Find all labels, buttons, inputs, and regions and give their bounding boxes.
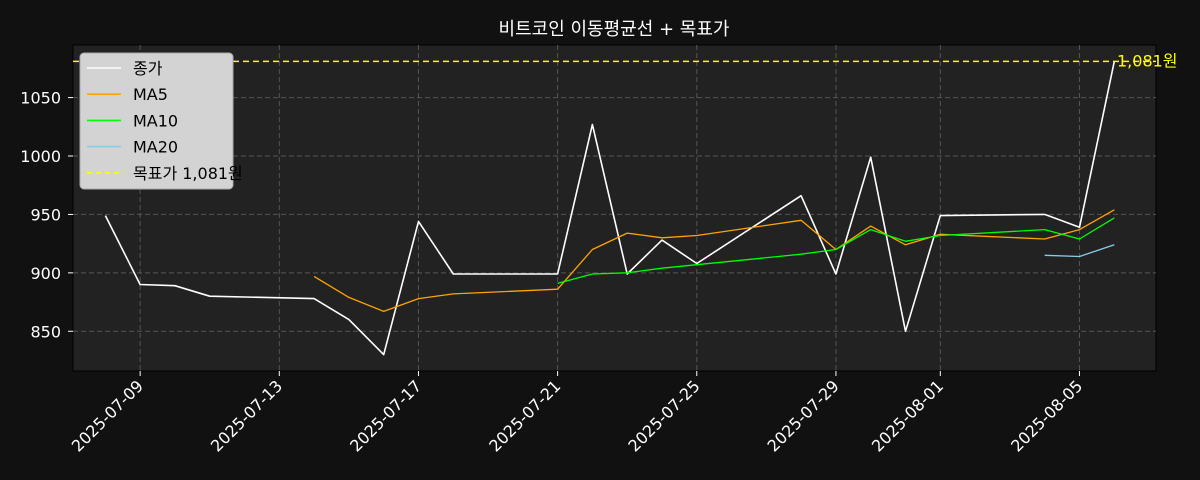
legend-label: 종가 xyxy=(133,59,163,78)
target-annotation: 1,081원 xyxy=(1117,51,1178,70)
series-layer xyxy=(104,61,1116,356)
grid-lines xyxy=(73,45,1156,371)
series-line-2 xyxy=(557,217,1115,285)
legend-label: MA5 xyxy=(133,85,168,104)
y-tick-label: 1000 xyxy=(20,147,61,166)
y-tick-label: 850 xyxy=(30,322,61,341)
legend: 종가 MA5 MA10 MA20 목표가 1,081원 xyxy=(79,52,243,190)
legend-label: MA20 xyxy=(133,138,178,157)
plot-area xyxy=(72,44,1157,372)
target-line-layer: 1,081원 xyxy=(73,51,1178,70)
legend-label: 목표가 1,081원 xyxy=(133,164,243,183)
y-tick-label: 950 xyxy=(30,205,61,224)
y-tick-label: 900 xyxy=(30,264,61,283)
legend-label: MA10 xyxy=(133,111,178,130)
series-line-0 xyxy=(104,61,1116,356)
chart-title: 비트코인 이동평균선 + 목표가 xyxy=(499,19,730,40)
series-line-3 xyxy=(1044,244,1115,258)
y-tick-label: 1050 xyxy=(20,89,61,108)
legend-box xyxy=(79,52,234,190)
